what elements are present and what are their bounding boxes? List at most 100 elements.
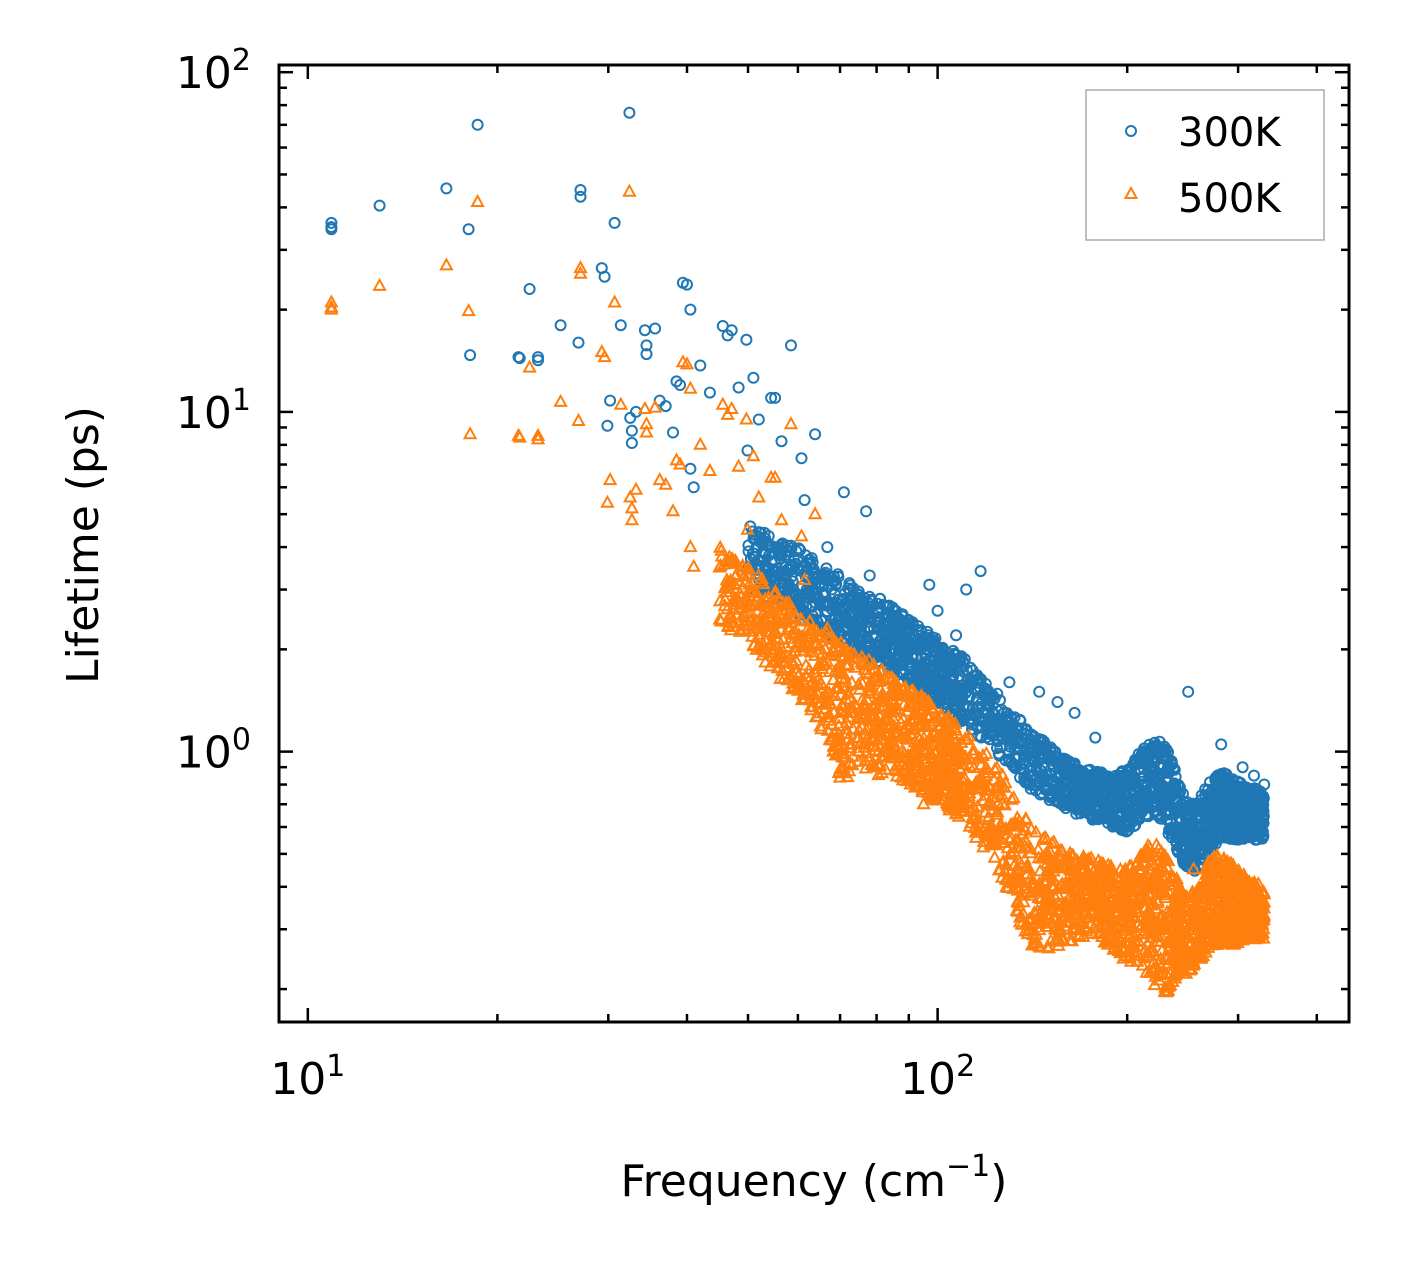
data-point-band <box>794 613 810 627</box>
data-point-band <box>802 585 815 598</box>
data-point-band <box>889 763 905 777</box>
data-point-band <box>889 698 904 712</box>
data-point-band <box>934 670 947 683</box>
data-point-band <box>886 747 901 761</box>
data-point <box>836 648 852 662</box>
data-point-band <box>1059 914 1075 928</box>
data-point-band <box>987 728 1000 741</box>
data-point-band <box>1125 919 1141 933</box>
data-point <box>797 571 812 585</box>
data-point-band <box>1182 929 1197 943</box>
data-point-band <box>1158 948 1173 962</box>
data-point-band <box>1250 815 1263 828</box>
data-point-band <box>914 763 929 777</box>
data-point-band <box>769 597 785 611</box>
data-point-band <box>1044 869 1060 883</box>
data-point-band <box>1171 910 1186 924</box>
data-point-band <box>1250 791 1263 804</box>
data-point-band <box>919 696 935 710</box>
data-point-band <box>1094 924 1109 938</box>
data-point-band <box>966 760 981 774</box>
data-point-band <box>834 759 849 773</box>
data-point-band <box>1253 914 1268 928</box>
data-point-band <box>741 594 757 608</box>
data-point-band <box>1046 909 1061 923</box>
data-point-band <box>904 683 919 697</box>
data-point <box>670 375 683 388</box>
data-point-band <box>826 672 841 686</box>
data-point-band <box>1255 806 1268 819</box>
data-point-band <box>1043 933 1058 947</box>
data-point <box>1169 921 1185 935</box>
data-point <box>625 424 638 437</box>
data-point <box>624 411 637 424</box>
data-point-band <box>990 804 1005 818</box>
data-point-band <box>822 685 837 699</box>
data-point <box>684 303 697 316</box>
data-point-band <box>1003 733 1016 746</box>
data-point-band <box>1252 827 1265 840</box>
data-point-band <box>980 761 995 775</box>
data-point <box>683 380 698 394</box>
data-point-band <box>1010 903 1026 917</box>
data-point-band <box>826 738 841 752</box>
data-point-band <box>735 607 751 621</box>
data-point <box>1112 769 1125 782</box>
data-point-band <box>934 695 947 707</box>
data-point-band <box>833 640 848 654</box>
data-point-band <box>1044 764 1056 777</box>
data-point-band <box>1149 777 1162 790</box>
data-point-band <box>782 622 797 636</box>
data-point-band <box>1151 848 1166 862</box>
data-point-band <box>1053 921 1068 935</box>
data-point-band <box>864 672 879 686</box>
data-point-band <box>1095 870 1111 884</box>
data-point-band <box>1096 857 1111 871</box>
data-point-band <box>780 560 792 573</box>
data-point <box>324 299 339 313</box>
data-point-band <box>767 599 782 613</box>
data-point <box>765 391 778 404</box>
data-point-band <box>1032 863 1048 877</box>
data-point-band <box>1009 751 1022 764</box>
data-point-band <box>831 568 844 581</box>
data-point-band <box>931 719 946 733</box>
data-point-band <box>1131 932 1146 946</box>
data-point-band <box>1150 739 1163 752</box>
data-point-band <box>750 604 765 618</box>
data-point-band <box>1138 942 1153 956</box>
data-point-band <box>950 725 965 739</box>
data-point-band <box>856 611 869 624</box>
data-point-band <box>875 699 890 713</box>
data-point-band <box>776 631 791 645</box>
data-point <box>960 583 973 596</box>
data-point-band <box>713 613 729 627</box>
data-point-band <box>753 615 768 629</box>
data-point <box>623 489 638 503</box>
data-point-band <box>1109 775 1122 788</box>
data-point-band <box>1149 837 1164 851</box>
data-point-band <box>1206 841 1219 854</box>
data-point-band <box>1139 809 1152 822</box>
data-point-band <box>1032 922 1047 936</box>
data-point <box>923 578 936 591</box>
data-point-band <box>787 608 802 622</box>
data-point-band <box>1062 932 1077 946</box>
data-point-band <box>833 634 849 648</box>
data-point <box>571 412 586 426</box>
data-point <box>679 356 695 370</box>
data-point-band <box>1006 790 1021 804</box>
data-point-band <box>958 790 974 804</box>
data-point-band <box>1032 915 1048 929</box>
data-point <box>530 427 546 441</box>
data-point-band <box>905 650 918 663</box>
data-point-band <box>970 711 983 724</box>
data-point-band <box>1109 869 1125 883</box>
data-point <box>740 521 755 535</box>
data-point-band <box>1076 856 1091 870</box>
data-point <box>943 786 959 800</box>
data-point-band <box>1255 884 1270 898</box>
data-point-band <box>971 669 984 682</box>
data-point-band <box>1172 786 1185 799</box>
